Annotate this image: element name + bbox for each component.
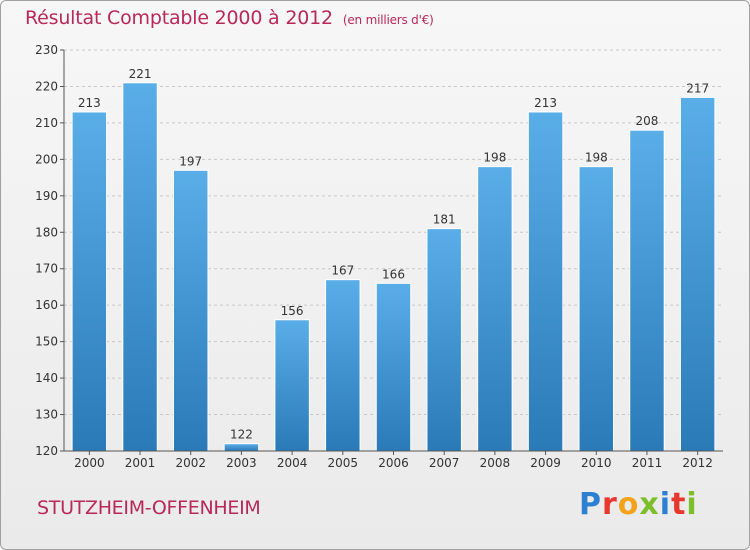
chart-title: Résultat Comptable 2000 à 2012 (en millie… <box>25 7 434 29</box>
bar <box>527 111 564 452</box>
y-tick-label: 140 <box>35 371 58 385</box>
y-tick-label: 180 <box>35 225 58 239</box>
bar-value-label: 198 <box>585 151 608 165</box>
x-tick-label: 2012 <box>682 456 713 470</box>
x-tick-label: 2008 <box>480 456 511 470</box>
proxiti-logo: Proxiti <box>579 487 698 522</box>
y-tick-label: 220 <box>35 79 58 93</box>
logo-letter: i <box>686 487 698 522</box>
logo-letter: r <box>602 487 618 522</box>
bar-chart: 120 130 140 150 160 170 180 190 200 210 220 230 213… <box>35 43 723 470</box>
bar-value-label: 198 <box>483 151 506 165</box>
bar <box>172 169 209 452</box>
chart-unit: (en milliers d'€) <box>342 13 434 27</box>
y-tick-label: 210 <box>35 116 58 130</box>
x-tick-label: 2005 <box>328 456 359 470</box>
commune-name: STUTZHEIM-OFFENHEIM <box>37 497 261 519</box>
bar-value-label: 208 <box>636 114 659 128</box>
bar-value-label: 122 <box>230 428 253 442</box>
data-labels: 213 221 197 122 156 167 166 181 198 213 198 208 217 <box>78 67 709 442</box>
x-tick-label: 2010 <box>581 456 612 470</box>
x-tick-label: 2002 <box>175 456 206 470</box>
bar <box>679 96 716 452</box>
bar-value-label: 213 <box>534 96 557 110</box>
y-tick-label: 150 <box>35 335 58 349</box>
bar <box>223 443 260 452</box>
logo-letter: i <box>659 487 672 522</box>
logo-letter: o <box>617 487 640 522</box>
x-tick-label: 2001 <box>125 456 156 470</box>
bar <box>71 111 108 452</box>
y-tick-label: 200 <box>35 152 58 166</box>
y-tick-label: 120 <box>35 444 58 458</box>
x-tick-label: 2003 <box>226 456 257 470</box>
bar <box>477 166 513 452</box>
logo-letter: P <box>579 487 602 522</box>
bar <box>426 228 462 452</box>
chart-title-text: Résultat Comptable 2000 à 2012 <box>25 7 333 29</box>
x-tick-label: 2000 <box>74 456 105 470</box>
x-tick-label: 2009 <box>530 456 561 470</box>
y-tick-label: 190 <box>35 189 58 203</box>
y-tick-label: 170 <box>35 262 58 276</box>
bar-value-label: 166 <box>382 267 405 281</box>
bar-value-label: 167 <box>331 264 354 278</box>
y-axis: 120 130 140 150 160 170 180 190 200 210 220 230 <box>35 43 65 458</box>
bar <box>629 129 665 452</box>
x-tick-label: 2007 <box>429 456 460 470</box>
bar <box>325 279 361 452</box>
bar <box>122 82 158 452</box>
bar <box>578 166 615 452</box>
x-tick-label: 2006 <box>378 456 409 470</box>
bar-value-label: 197 <box>179 154 202 168</box>
y-tick-label: 130 <box>35 408 58 422</box>
bar-value-label: 213 <box>78 96 101 110</box>
bar-value-label: 156 <box>281 304 304 318</box>
bar-value-label: 181 <box>433 213 456 227</box>
bar-value-label: 217 <box>686 81 709 95</box>
x-axis: 2000 2001 2002 2003 2004 2005 2006 2007 2008 2009… <box>64 450 723 470</box>
x-tick-label: 2011 <box>632 456 663 470</box>
y-tick-label: 160 <box>35 298 58 312</box>
bar-value-label: 221 <box>129 67 152 81</box>
y-tick-label: 230 <box>35 43 58 57</box>
logo-letter: x <box>639 487 660 522</box>
bar <box>375 282 412 452</box>
logo-letter: t <box>671 487 687 522</box>
bars <box>71 82 716 452</box>
x-tick-label: 2004 <box>277 456 308 470</box>
bar <box>274 319 310 452</box>
